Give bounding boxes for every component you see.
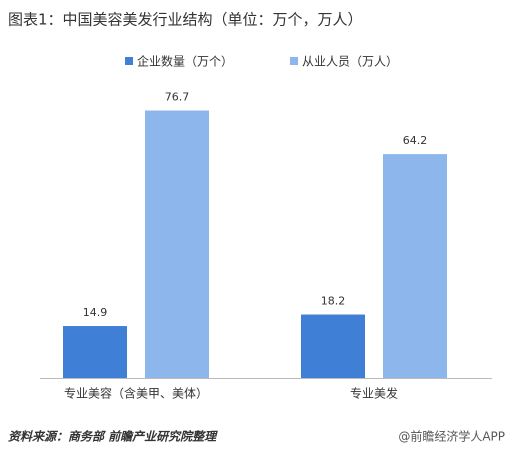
legend-label: 从业人员（万人） <box>302 55 398 69</box>
bar <box>301 314 365 378</box>
value-label: 64.2 <box>403 134 428 147</box>
legend-swatch <box>290 57 298 65</box>
value-label: 18.2 <box>321 295 346 308</box>
chart-title: 图表1：中国美容美发行业结构（单位：万个，万人） <box>8 11 363 29</box>
bar <box>63 326 127 378</box>
bar <box>145 110 209 378</box>
value-label: 14.9 <box>83 306 108 319</box>
legend-swatch <box>125 57 133 65</box>
bar <box>383 154 447 378</box>
x-tick-label: 专业美发 <box>350 386 398 401</box>
watermark: @前瞻经济学人APP <box>398 429 505 444</box>
value-label: 76.7 <box>165 91 190 104</box>
source: 资料来源：商务部 前瞻产业研究院整理 <box>8 430 218 444</box>
legend-label: 企业数量（万个） <box>137 54 233 69</box>
x-tick-label: 专业美容（含美甲、美体） <box>64 386 208 401</box>
